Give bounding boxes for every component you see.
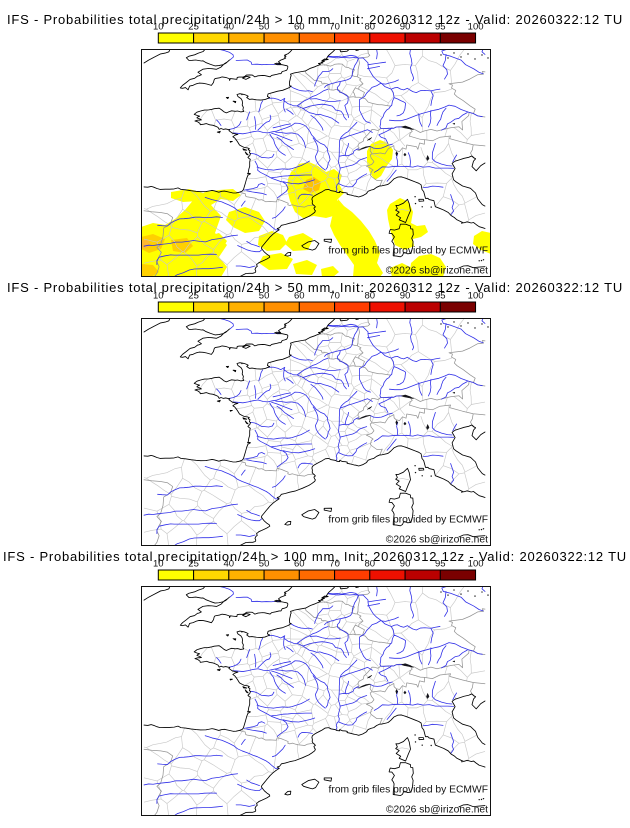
svg-text:©2026 sb@irizone.net: ©2026 sb@irizone.net <box>386 534 488 545</box>
svg-text:90: 90 <box>400 22 411 33</box>
svg-text:40: 40 <box>224 22 235 33</box>
svg-text:70: 70 <box>329 22 340 33</box>
svg-text:80: 80 <box>365 22 376 33</box>
svg-text:90: 90 <box>400 559 411 570</box>
svg-text:©2026 sb@irizone.net: ©2026 sb@irizone.net <box>386 804 488 815</box>
svg-text:80: 80 <box>365 290 376 301</box>
svg-text:10: 10 <box>153 559 164 570</box>
svg-text:25: 25 <box>188 290 199 301</box>
svg-text:100: 100 <box>468 290 484 301</box>
svg-text:100: 100 <box>468 22 484 33</box>
svg-text:40: 40 <box>224 559 235 570</box>
svg-text:50: 50 <box>259 290 270 301</box>
svg-text:95: 95 <box>435 559 446 570</box>
svg-text:40: 40 <box>224 290 235 301</box>
svg-text:60: 60 <box>294 559 305 570</box>
svg-text:from grib files provided by EC: from grib files provided by ECMWF <box>328 246 488 257</box>
svg-text:25: 25 <box>188 22 199 33</box>
svg-text:25: 25 <box>188 559 199 570</box>
svg-text:95: 95 <box>435 22 446 33</box>
svg-text:70: 70 <box>329 559 340 570</box>
svg-text:50: 50 <box>259 559 270 570</box>
svg-text:from grib files provided by EC: from grib files provided by ECMWF <box>328 514 488 525</box>
svg-text:10: 10 <box>153 290 164 301</box>
svg-text:50: 50 <box>259 22 270 33</box>
svg-text:95: 95 <box>435 290 446 301</box>
svg-text:90: 90 <box>400 290 411 301</box>
svg-text:from grib files provided by EC: from grib files provided by ECMWF <box>329 784 488 795</box>
svg-text:100: 100 <box>468 559 484 570</box>
svg-text:©2026 sb@irizone.net: ©2026 sb@irizone.net <box>386 266 488 277</box>
svg-text:60: 60 <box>294 290 305 301</box>
svg-text:80: 80 <box>365 559 376 570</box>
svg-text:60: 60 <box>294 22 305 33</box>
svg-text:10: 10 <box>153 22 164 33</box>
svg-text:70: 70 <box>329 290 340 301</box>
